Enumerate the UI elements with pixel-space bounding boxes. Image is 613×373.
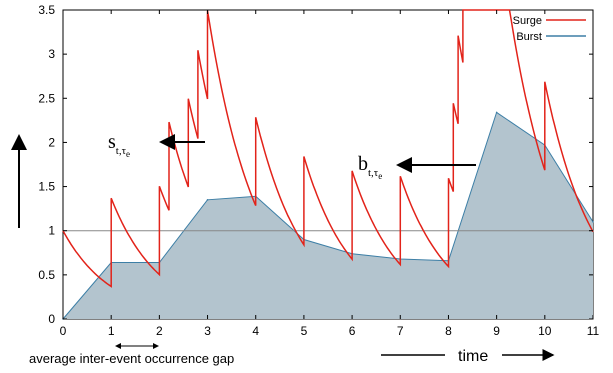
x-tick-label: 10 [538, 324, 552, 338]
burst-annotation: bt,τe [358, 153, 476, 181]
y-axis-ticks: 0 0.5 1 1.5 2 2.5 3 3.5 [38, 3, 593, 326]
x-tick-label: 1 [108, 324, 115, 338]
x-tick-label: 11 [587, 324, 600, 338]
burst-point [592, 221, 594, 223]
y-tick-label: 3.5 [38, 3, 55, 17]
time-label: time [458, 348, 488, 365]
burst-symbol: bt,τe [358, 153, 382, 181]
burst-area-layer [62, 111, 594, 320]
y-tick-label: 2 [48, 135, 55, 149]
y-tick-label: 0.5 [38, 268, 55, 282]
x-tick-label: 4 [252, 324, 259, 338]
burst-area [63, 112, 593, 320]
x-tick-label: 6 [349, 324, 356, 338]
surge-line [62, 9, 594, 288]
burst-line [62, 111, 594, 320]
gap-note: average inter-event occurrence gap [29, 351, 234, 366]
surge-line-layer [62, 9, 594, 288]
y-tick-label: 1 [48, 224, 55, 238]
surge-symbol: st,τe [108, 131, 130, 159]
y-tick-label: 2.5 [38, 91, 55, 105]
y-tick-label: 3 [48, 47, 55, 61]
x-axis-ticks: 0 1 2 3 4 5 6 7 8 9 10 11 [60, 10, 600, 338]
legend: Surge Burst [513, 15, 586, 43]
legend-label-burst: Burst [516, 31, 542, 43]
y-tick-label: 1.5 [38, 180, 55, 194]
x-tick-label: 0 [60, 324, 67, 338]
surge-annotation: st,τe [108, 131, 205, 159]
y-tick-label: 0 [48, 312, 55, 326]
burst-point [495, 111, 498, 114]
x-tick-label: 8 [445, 324, 452, 338]
legend-label-surge: Surge [513, 15, 542, 27]
x-tick-label: 9 [493, 324, 500, 338]
x-tick-label: 5 [301, 324, 308, 338]
x-tick-label: 2 [156, 324, 163, 338]
burst-point [206, 199, 209, 201]
x-tick-label: 7 [397, 324, 404, 338]
x-tick-label: 3 [204, 324, 211, 338]
